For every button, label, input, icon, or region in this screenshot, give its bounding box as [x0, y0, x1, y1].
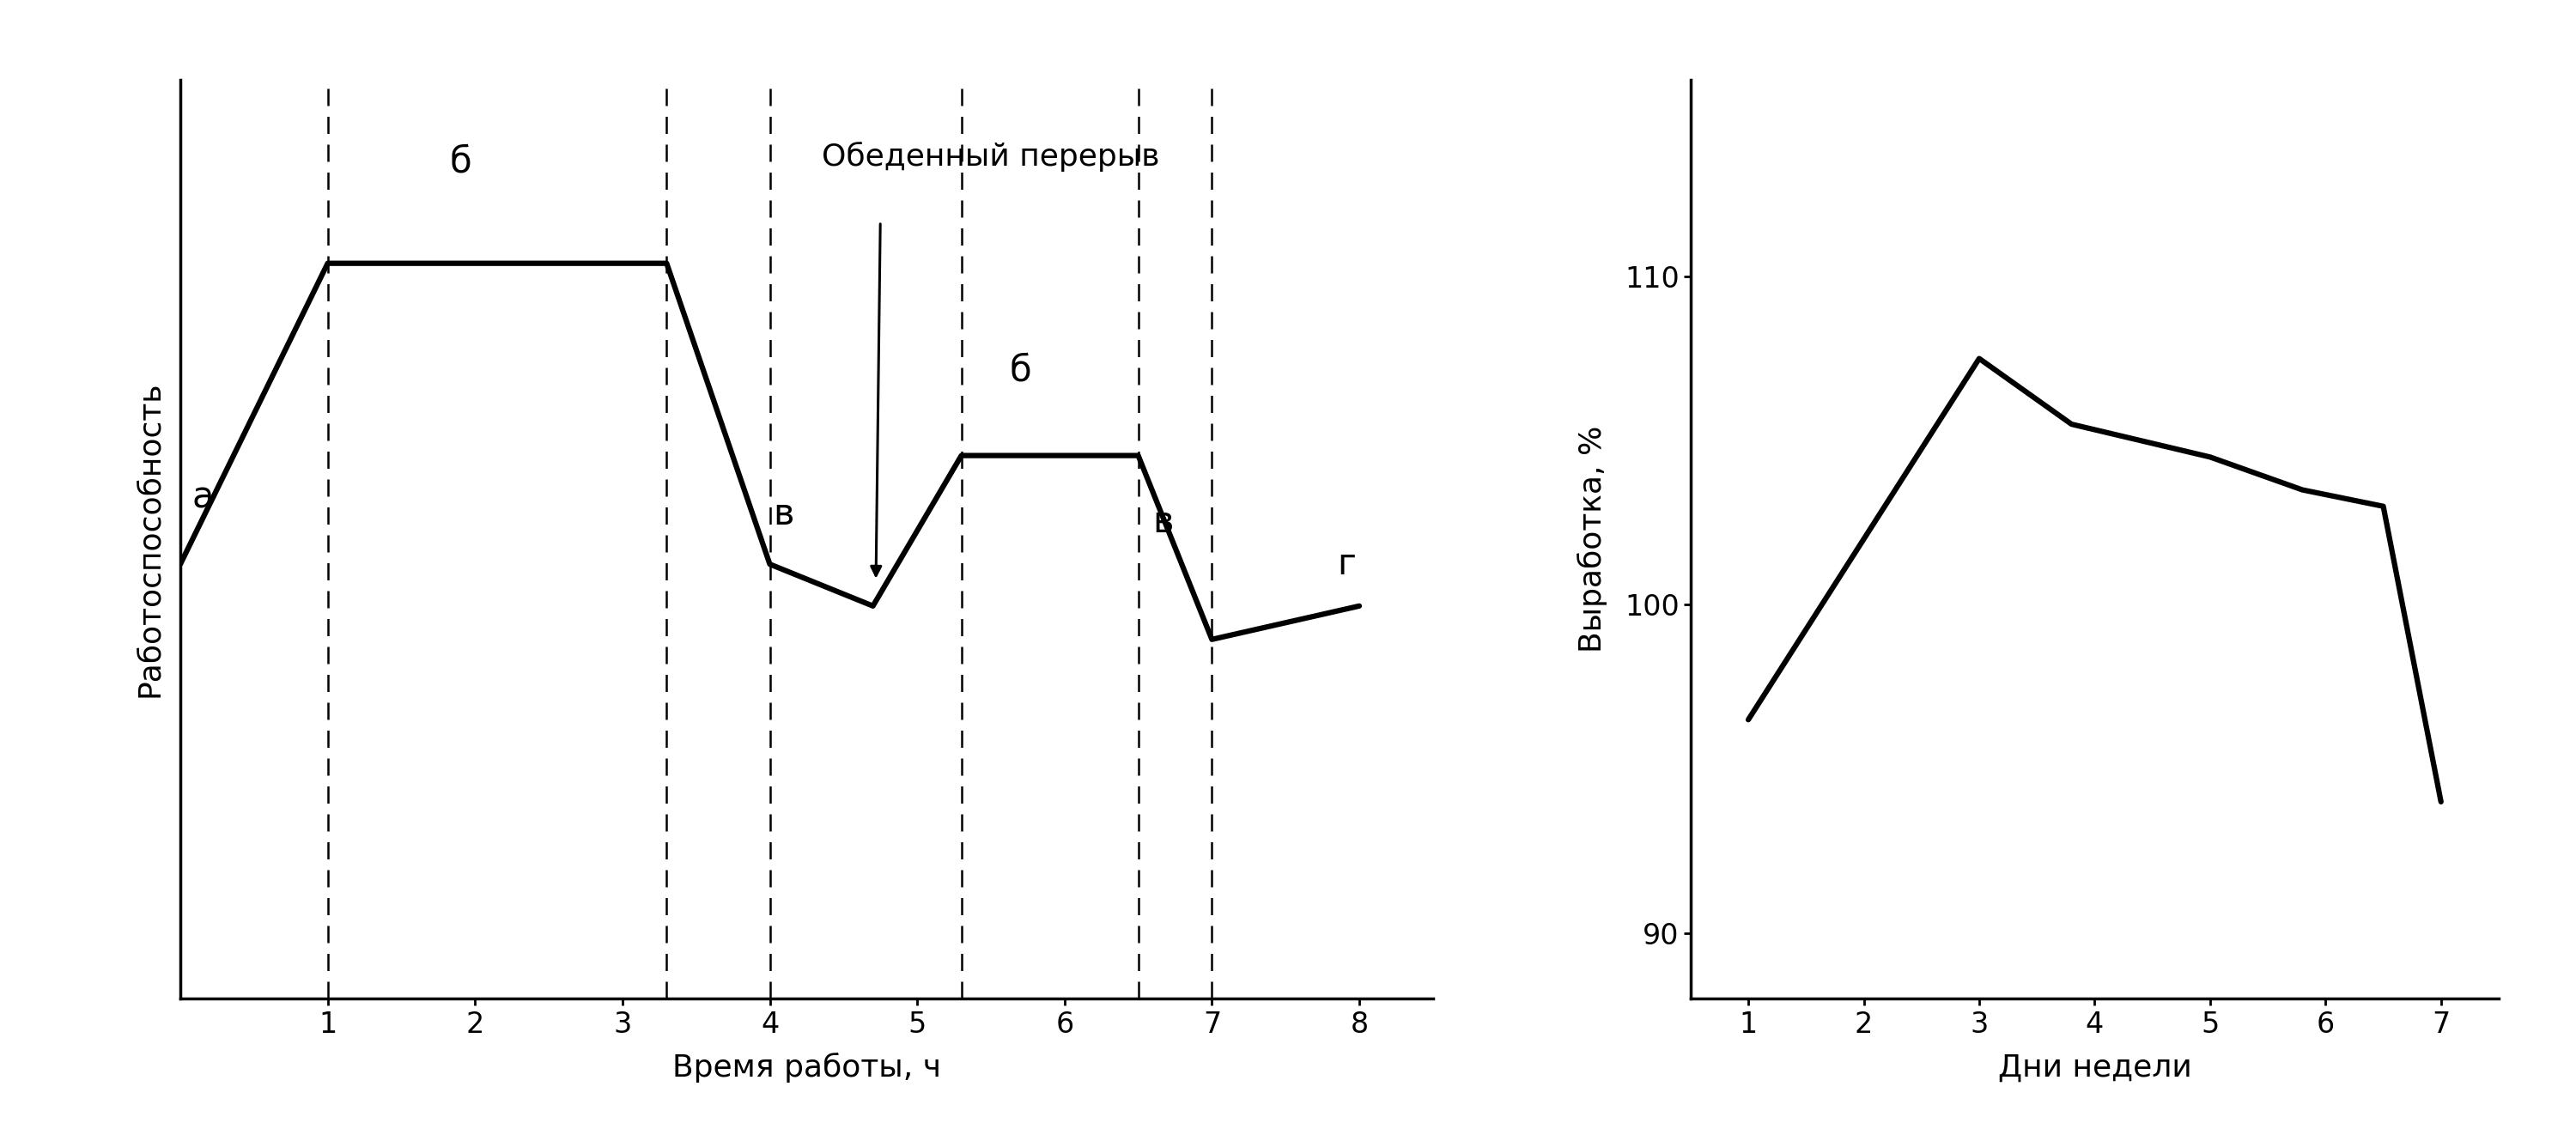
- Text: Обеденный перерыв: Обеденный перерыв: [822, 141, 1159, 171]
- Text: г: г: [1337, 546, 1355, 582]
- Text: б: б: [1010, 353, 1030, 388]
- Text: в: в: [1154, 504, 1175, 540]
- Y-axis label: Работоспособность: Работоспособность: [134, 381, 165, 697]
- Text: б: б: [448, 144, 471, 179]
- X-axis label: Дни недели: Дни недели: [1999, 1053, 2192, 1082]
- Y-axis label: Выработка, %: Выработка, %: [1577, 426, 1607, 653]
- Text: а: а: [193, 479, 214, 515]
- X-axis label: Время работы, ч: Время работы, ч: [672, 1053, 940, 1083]
- Text: в: в: [773, 496, 793, 532]
